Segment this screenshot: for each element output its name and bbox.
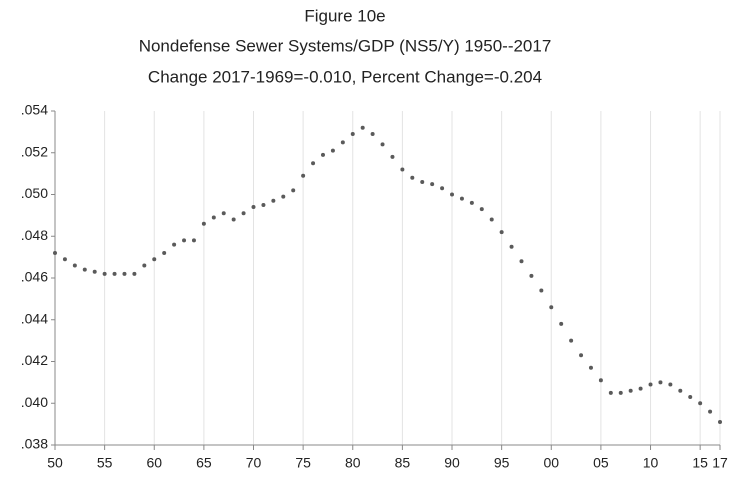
data-point	[82, 267, 87, 272]
x-tick-label: 60	[146, 455, 162, 471]
data-point	[182, 238, 187, 243]
x-tick-label: 70	[246, 455, 262, 471]
data-point	[281, 194, 286, 199]
data-point	[201, 221, 206, 226]
data-point	[698, 401, 703, 406]
x-tick-label: 05	[593, 455, 609, 471]
data-point	[430, 182, 435, 187]
data-point	[122, 271, 127, 276]
data-point	[271, 198, 276, 203]
data-point	[588, 365, 593, 370]
chart-subtitle: Nondefense Sewer Systems/GDP (NS5/Y) 195…	[139, 36, 552, 55]
data-point	[420, 179, 425, 184]
data-point	[638, 386, 643, 391]
data-point	[261, 202, 266, 207]
data-point	[53, 250, 57, 255]
data-point	[380, 142, 385, 147]
y-tick-label: .048	[21, 227, 48, 243]
x-tick-label: 00	[543, 455, 559, 471]
y-tick-label: .042	[21, 352, 48, 368]
x-tick-label: 17	[712, 455, 728, 471]
data-point	[370, 131, 375, 136]
data-point	[72, 263, 77, 268]
data-point	[529, 273, 534, 278]
data-point	[172, 242, 177, 247]
data-point	[191, 238, 196, 243]
data-point	[390, 154, 395, 159]
y-tick-label: .052	[21, 143, 48, 159]
y-tick-label: .050	[21, 185, 48, 201]
data-point	[231, 217, 236, 222]
data-point	[509, 244, 514, 249]
data-point	[211, 215, 216, 220]
data-point	[92, 269, 97, 274]
data-point	[519, 259, 524, 264]
data-point	[549, 305, 554, 310]
data-point	[539, 288, 544, 293]
data-point	[450, 192, 455, 197]
x-tick-label: 75	[295, 455, 311, 471]
data-point	[608, 390, 613, 395]
y-tick-label: .054	[21, 102, 48, 118]
data-point	[688, 394, 693, 399]
data-point	[162, 250, 167, 255]
data-point	[221, 211, 226, 216]
data-point	[320, 152, 325, 157]
data-point	[479, 207, 484, 212]
x-tick-label: 50	[47, 455, 63, 471]
x-tick-label: 80	[345, 455, 361, 471]
data-point	[350, 131, 355, 136]
data-point	[569, 338, 574, 343]
data-point	[251, 205, 256, 210]
data-point	[499, 230, 504, 235]
data-point	[112, 271, 117, 276]
data-point	[152, 257, 157, 262]
data-point	[678, 388, 683, 393]
y-tick-label: .046	[21, 269, 48, 285]
data-point	[579, 353, 584, 358]
x-tick-label: 65	[196, 455, 212, 471]
data-point	[469, 200, 474, 205]
data-point	[459, 196, 464, 201]
data-point	[360, 125, 365, 130]
y-tick-label: .038	[21, 436, 48, 452]
data-point	[489, 217, 494, 222]
data-point	[102, 271, 107, 276]
data-point	[559, 321, 564, 326]
data-point	[658, 380, 663, 385]
data-point	[440, 186, 445, 191]
x-tick-label: 90	[444, 455, 460, 471]
data-point	[400, 167, 405, 172]
data-point	[708, 409, 713, 414]
data-point	[241, 211, 246, 216]
x-tick-label: 55	[97, 455, 113, 471]
x-tick-label: 15	[692, 455, 708, 471]
y-tick-label: .044	[21, 310, 48, 326]
data-point	[648, 382, 653, 387]
x-tick-label: 85	[395, 455, 411, 471]
data-point	[142, 263, 147, 268]
data-point	[598, 378, 603, 383]
data-point	[668, 382, 673, 387]
data-point	[330, 148, 335, 153]
chart-annotation: Change 2017-1969=-0.010, Percent Change=…	[148, 67, 542, 86]
data-point	[311, 161, 316, 166]
data-point	[340, 140, 345, 145]
data-point	[410, 175, 415, 180]
data-point	[618, 390, 623, 395]
y-tick-label: .040	[21, 394, 48, 410]
data-point	[132, 271, 137, 276]
chart-title: Figure 10e	[304, 6, 385, 25]
x-tick-label: 95	[494, 455, 510, 471]
data-point	[301, 173, 306, 178]
data-point	[291, 188, 296, 193]
data-point	[62, 257, 67, 262]
data-point	[718, 420, 722, 425]
data-point	[628, 388, 633, 393]
x-tick-label: 10	[643, 455, 659, 471]
